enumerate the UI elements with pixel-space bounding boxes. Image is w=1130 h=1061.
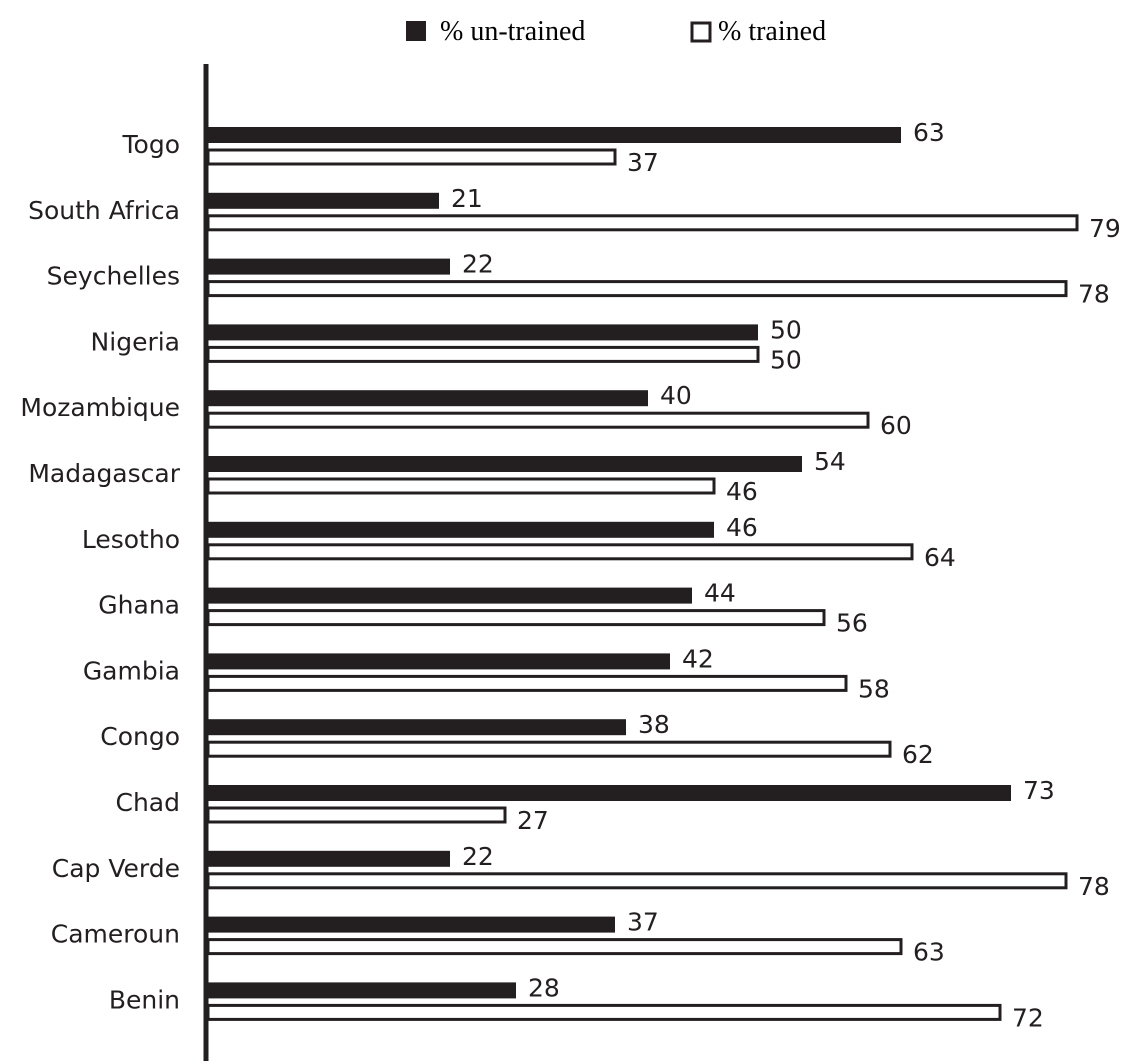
value-label-trained: 46 bbox=[726, 477, 758, 506]
category-label: South Africa bbox=[28, 196, 180, 225]
bar-untrained bbox=[208, 456, 802, 472]
bar-trained bbox=[206, 345, 760, 363]
value-label-trained: 78 bbox=[1078, 872, 1110, 901]
category-label: Seychelles bbox=[47, 262, 180, 291]
value-label-untrained: 44 bbox=[704, 579, 736, 608]
category-label: Ghana bbox=[98, 591, 180, 620]
bar-trained bbox=[206, 609, 826, 627]
bar-untrained bbox=[208, 850, 450, 867]
value-label-untrained: 22 bbox=[462, 250, 494, 279]
value-label-trained: 50 bbox=[770, 345, 802, 374]
value-label-trained: 27 bbox=[517, 806, 549, 835]
bar-trained bbox=[206, 938, 903, 956]
value-label-trained: 62 bbox=[902, 740, 934, 769]
bar-trained bbox=[206, 214, 1079, 232]
value-label-trained: 37 bbox=[627, 148, 659, 177]
legend-label-untrained: % un-trained bbox=[440, 16, 585, 47]
bar-untrained bbox=[208, 390, 648, 407]
category-label: Cameroun bbox=[51, 920, 180, 949]
category-label: Nigeria bbox=[91, 327, 180, 356]
value-label-untrained: 46 bbox=[726, 513, 758, 542]
bar-trained bbox=[206, 148, 617, 166]
value-label-trained: 60 bbox=[880, 411, 912, 440]
value-label-untrained: 73 bbox=[1023, 776, 1055, 805]
category-labels-group: Togo South Africa Seychelles Nigeria Mozambi… bbox=[20, 130, 180, 1014]
value-label-trained: 72 bbox=[1012, 1003, 1044, 1032]
value-label-untrained: 22 bbox=[462, 842, 494, 871]
category-label: Lesotho bbox=[82, 525, 180, 554]
bar-untrained bbox=[208, 324, 758, 341]
value-label-trained: 79 bbox=[1089, 214, 1121, 243]
category-label: Cap Verde bbox=[52, 854, 180, 883]
category-label: Gambia bbox=[83, 656, 180, 685]
value-label-untrained: 40 bbox=[660, 381, 692, 410]
value-label-trained: 58 bbox=[858, 674, 890, 703]
value-label-untrained: 50 bbox=[770, 315, 802, 344]
value-label-trained: 64 bbox=[924, 543, 956, 572]
bar-trained bbox=[206, 477, 716, 495]
bar-untrained bbox=[208, 587, 692, 604]
legend: % un-trained % trained bbox=[406, 16, 826, 47]
bar-trained bbox=[206, 740, 892, 758]
bar-untrained bbox=[208, 916, 615, 933]
value-label-untrained: 37 bbox=[627, 908, 659, 937]
legend-label-trained: % trained bbox=[718, 16, 826, 47]
bar-untrained bbox=[208, 127, 901, 143]
bar-trained bbox=[206, 1003, 1002, 1021]
bar-untrained bbox=[208, 521, 714, 538]
bar-untrained bbox=[208, 258, 450, 275]
bar-trained bbox=[206, 543, 914, 561]
category-label: Togo bbox=[122, 130, 180, 159]
category-label: Mozambique bbox=[20, 393, 180, 422]
value-label-untrained: 21 bbox=[451, 184, 483, 213]
bar-trained bbox=[206, 280, 1068, 298]
bar-trained bbox=[206, 872, 1068, 890]
category-label: Benin bbox=[109, 985, 180, 1014]
value-label-trained: 56 bbox=[836, 609, 868, 638]
category-label: Chad bbox=[116, 788, 181, 817]
value-label-untrained: 28 bbox=[528, 973, 560, 1002]
legend-swatch-untrained bbox=[406, 21, 426, 41]
bar-untrained bbox=[208, 785, 1011, 801]
legend-swatch-trained bbox=[690, 21, 712, 43]
bar-untrained bbox=[208, 192, 439, 209]
bar-trained bbox=[206, 806, 507, 824]
value-label-untrained: 38 bbox=[638, 710, 670, 739]
bar-trained bbox=[206, 674, 848, 692]
value-label-trained: 63 bbox=[913, 938, 945, 967]
bar-untrained bbox=[208, 982, 516, 999]
bars-group bbox=[206, 127, 1079, 1021]
value-label-trained: 78 bbox=[1078, 280, 1110, 309]
value-label-untrained: 42 bbox=[682, 644, 714, 673]
value-label-untrained: 54 bbox=[814, 447, 846, 476]
bar-untrained bbox=[208, 653, 670, 670]
bar-untrained bbox=[208, 719, 626, 736]
value-label-untrained: 63 bbox=[913, 118, 945, 147]
category-label: Congo bbox=[100, 722, 180, 751]
bar-trained bbox=[206, 411, 870, 429]
category-label: Madagascar bbox=[28, 459, 180, 488]
